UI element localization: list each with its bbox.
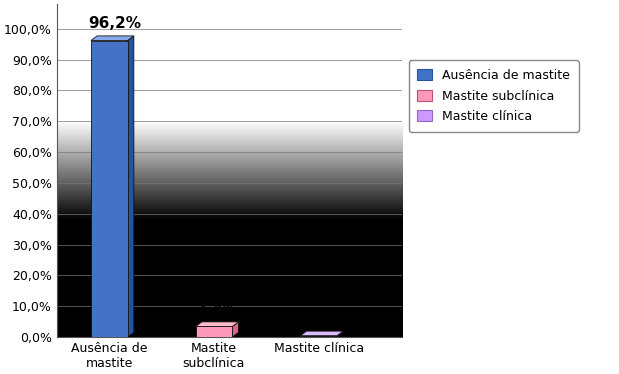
Text: 3,4%: 3,4% — [196, 302, 238, 317]
Polygon shape — [91, 36, 134, 40]
Polygon shape — [337, 331, 343, 337]
Polygon shape — [300, 331, 343, 336]
Legend: Ausência de mastite, Mastite subclínica, Mastite clínica: Ausência de mastite, Mastite subclínica,… — [409, 60, 579, 132]
Text: 0,4%: 0,4% — [301, 312, 343, 327]
Polygon shape — [232, 322, 238, 337]
Bar — [300, 336, 337, 337]
Bar — [196, 327, 232, 337]
Bar — [91, 40, 128, 337]
Text: 96,2%: 96,2% — [88, 16, 141, 31]
Polygon shape — [196, 322, 238, 327]
Polygon shape — [128, 36, 134, 337]
